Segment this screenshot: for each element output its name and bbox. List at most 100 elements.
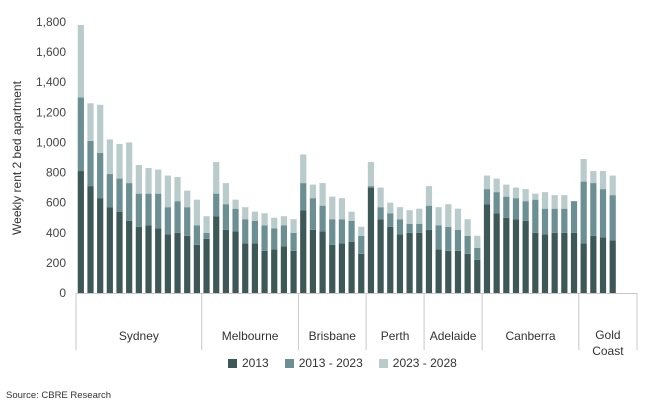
bar-segment-series-0 [222, 229, 229, 293]
bar-segment-series-1 [97, 152, 104, 199]
bar-segment-series-1 [251, 220, 258, 244]
bar-segment-series-2 [300, 154, 307, 184]
bar-segment-series-1 [329, 219, 336, 245]
bar-segment-series-2 [387, 202, 394, 214]
y-tick-label: 1,800 [36, 15, 66, 29]
bar-segment-series-2 [474, 235, 481, 248]
bar-segment-series-2 [261, 213, 268, 226]
bar-segment-series-1 [387, 213, 394, 227]
bar-segment-series-2 [377, 187, 384, 208]
bar-segment-series-1 [213, 193, 220, 217]
bar-segment-series-0 [135, 226, 142, 293]
bar-segment-series-1 [135, 193, 142, 227]
bar-segment-series-0 [87, 186, 94, 293]
bar-segment-series-0 [493, 213, 500, 293]
bar-segment-series-1 [348, 220, 355, 242]
bar-segment-series-0 [599, 237, 607, 293]
y-tick-label: 1,600 [36, 45, 66, 59]
bar-segment-series-0 [512, 219, 520, 293]
bar-segment-series-1 [271, 228, 278, 250]
bar-segment-series-0 [503, 217, 510, 293]
bar-segment-series-1 [580, 181, 587, 244]
bar-segment-series-0 [145, 225, 152, 293]
bar-segment-series-1 [126, 183, 133, 221]
bar-segment-series-1 [377, 207, 384, 220]
y-tick-label: 1,000 [36, 135, 66, 149]
legend-item-2013-2023: 2013 - 2023 [284, 356, 363, 370]
bar-segment-series-2 [561, 195, 568, 209]
bar-segment-series-1 [503, 196, 510, 218]
bar-segment-series-2 [155, 169, 162, 194]
bar-segment-series-2 [290, 219, 297, 233]
legend-swatch [284, 358, 294, 368]
bar-segment-series-1 [358, 235, 365, 254]
bar-segment-series-0 [164, 234, 171, 293]
bar-segment-series-2 [512, 187, 520, 199]
bar-segment-series-1 [406, 223, 413, 233]
bar-segment-series-0 [609, 240, 616, 293]
legend-label: 2013 - 2023 [298, 356, 363, 370]
bar-segment-series-2 [164, 175, 171, 208]
bar-segment-series-0 [551, 232, 558, 293]
bar-segment-series-0 [387, 226, 394, 293]
bar-segment-series-2 [503, 184, 510, 197]
bar-segment-series-1 [551, 208, 558, 233]
bar-segment-series-1 [609, 195, 616, 241]
bar-segment-series-2 [174, 177, 181, 202]
y-tick-label: 0 [59, 286, 66, 300]
bar-segment-series-2 [396, 207, 404, 220]
bar-segment-series-1 [425, 205, 433, 230]
bar-segment-series-0 [396, 234, 404, 293]
y-tick-label: 1,200 [36, 105, 66, 119]
y-tick-label: 600 [46, 196, 66, 210]
bar-segment-series-1 [367, 186, 375, 188]
bar-segment-series-0 [580, 243, 587, 293]
y-ticks: 0 200 400 600 800 1,000 1,200 1,400 1,600 1,800 [36, 15, 66, 300]
bar-segment-series-0 [358, 253, 365, 293]
bar-segment-series-0 [454, 250, 462, 293]
group-label: Sydney [119, 329, 159, 343]
bar-segment-series-2 [551, 195, 558, 209]
bar-segment-series-1 [222, 204, 229, 230]
bar-segment-series-2 [87, 103, 94, 141]
bar-segment-series-1 [319, 205, 326, 232]
bar-segment-series-2 [135, 165, 142, 194]
bar-segment-series-0 [338, 243, 346, 293]
bar-segment-series-0 [483, 204, 491, 293]
bar-segment-series-2 [416, 208, 423, 224]
bar-segment-series-2 [222, 183, 229, 205]
bar-segment-series-2 [367, 162, 375, 187]
bar-segment-series-1 [493, 192, 500, 214]
bar-segment-series-1 [155, 193, 162, 229]
bar-segment-series-1 [512, 198, 520, 220]
bar-segment-series-0 [77, 171, 84, 293]
bar-segment-series-2 [358, 226, 365, 236]
y-tick-label: 1,400 [36, 75, 66, 89]
y-tick-label: 200 [46, 256, 66, 270]
bar-segment-series-2 [97, 104, 104, 153]
bar-segment-series-0 [435, 249, 442, 293]
bar-segment-series-2 [590, 171, 597, 184]
bar-segment-series-0 [377, 219, 384, 293]
bar-segment-series-1 [338, 219, 346, 244]
bar-segment-series-2 [541, 192, 549, 209]
bar-segment-series-0 [367, 187, 375, 293]
bar-segment-series-1 [300, 183, 307, 211]
bar-segment-series-0 [97, 198, 104, 293]
bar-segment-series-1 [464, 235, 471, 254]
bar-segment-series-0 [425, 229, 433, 293]
bars [77, 25, 616, 293]
legend-label: 2023 - 2028 [392, 356, 457, 370]
bar-segment-series-2 [599, 171, 607, 190]
bar-segment-series-0 [541, 234, 549, 293]
bar-segment-series-0 [329, 244, 336, 293]
group-label: Gold Coast [592, 328, 624, 358]
bar-segment-series-0 [193, 244, 200, 293]
bar-segment-series-2 [445, 204, 452, 227]
bar-segment-series-1 [174, 201, 181, 233]
bar-segment-series-1 [87, 140, 94, 187]
bar-segment-series-2 [251, 211, 258, 221]
bar-segment-series-1 [445, 226, 452, 251]
bar-segment-series-2 [338, 198, 346, 220]
bar-segment-series-1 [570, 201, 578, 233]
